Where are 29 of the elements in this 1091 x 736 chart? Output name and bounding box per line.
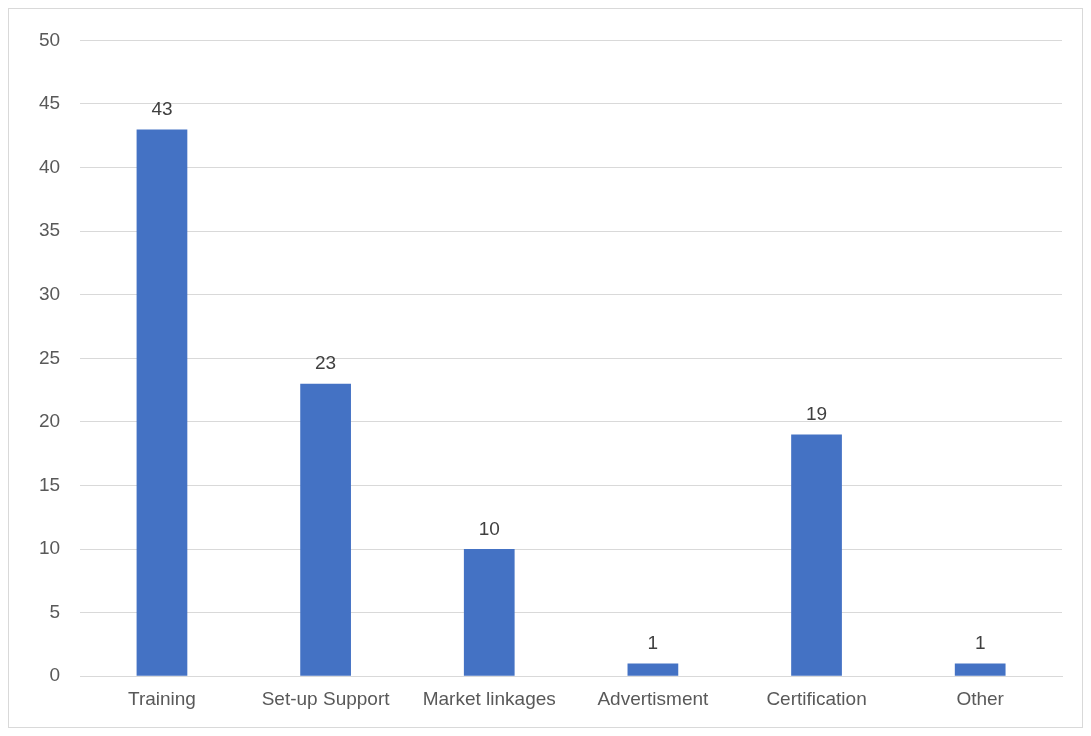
data-label: 1	[974, 632, 986, 654]
y-tick-label: 35	[38, 219, 61, 241]
y-tick-label: 15	[38, 473, 61, 495]
y-tick-label: 5	[49, 600, 61, 622]
data-label: 23	[315, 352, 337, 374]
bar	[954, 663, 1006, 676]
y-tick-label: 20	[38, 410, 61, 432]
y-tick-label: 10	[38, 537, 61, 559]
y-tick-label: 45	[38, 92, 61, 114]
data-label: 1	[647, 632, 659, 654]
bar	[791, 434, 842, 676]
data-label: 19	[805, 403, 828, 425]
data-label: 10	[478, 517, 500, 539]
y-tick-label: 40	[38, 155, 61, 177]
x-tick-label: Other	[956, 687, 1005, 709]
y-tick-label: 25	[38, 346, 61, 368]
y-tick-label: 0	[49, 664, 61, 686]
bar	[627, 663, 679, 676]
data-label: 43	[151, 98, 173, 120]
bar	[300, 383, 351, 676]
x-tick-label: Training	[127, 687, 196, 709]
bar	[463, 549, 515, 676]
y-tick-label: 30	[38, 282, 61, 304]
x-tick-label: Certification	[766, 687, 867, 709]
x-tick-label: Set-up Support	[261, 687, 391, 709]
x-tick-label: Market linkages	[422, 687, 556, 709]
bar	[136, 129, 188, 676]
x-tick-label: Advertisment	[597, 687, 710, 709]
y-tick-label: 50	[38, 28, 61, 50]
